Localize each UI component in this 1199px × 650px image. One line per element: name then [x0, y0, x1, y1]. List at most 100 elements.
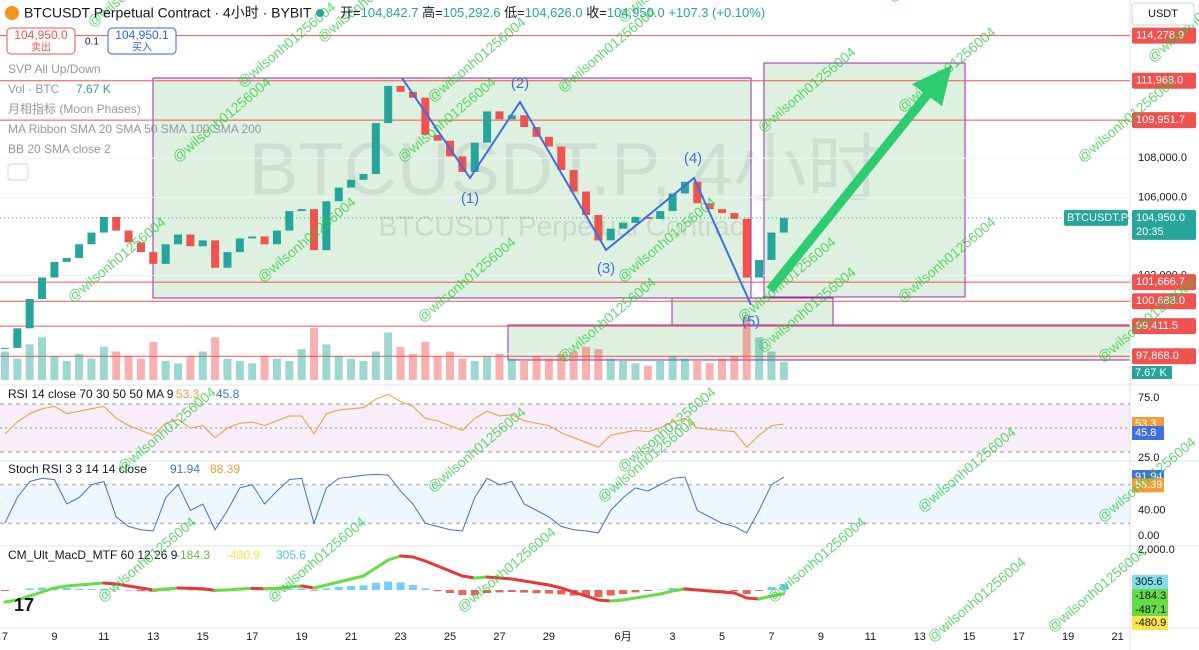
macd-segment [349, 574, 365, 581]
buy-label[interactable]: 买入 [132, 42, 152, 54]
level-label: 111,968.0 [1136, 75, 1183, 87]
macd-segment [65, 583, 81, 588]
macd-segment [584, 594, 600, 602]
indicator[interactable]: BB 20 SMA close 2 [8, 142, 111, 156]
macd-hist [433, 590, 442, 592]
macd-segment [127, 584, 143, 590]
level-badge [1132, 72, 1196, 89]
wave-line [401, 77, 752, 306]
candle [285, 211, 294, 231]
volume-bar [507, 358, 516, 380]
candle [347, 179, 356, 188]
volume-bar [235, 361, 244, 380]
indicator[interactable]: MA Ribbon SMA 20 SMA 50 SMA 100 SMA 200 [8, 122, 262, 136]
sell-price[interactable]: 104,950.0 [14, 28, 68, 42]
sell-button[interactable] [6, 27, 76, 55]
value-badge: 305.6 [1135, 576, 1163, 588]
volume-bar [767, 351, 776, 380]
macd-segment [448, 569, 464, 578]
candle [470, 142, 479, 172]
candle [75, 244, 84, 258]
candle [50, 261, 59, 278]
collapse-button[interactable] [7, 163, 29, 181]
value-badge-badge [1132, 478, 1164, 493]
range-box [152, 77, 752, 299]
wave-label: (2) [511, 75, 529, 92]
currency[interactable]: USDT [1148, 8, 1178, 20]
candle [755, 259, 764, 278]
last-badge [1132, 209, 1196, 240]
wave-label: (1) [461, 190, 479, 207]
macd-segment [460, 574, 477, 580]
volume-bar [705, 363, 714, 380]
legend-value: 88.39 [210, 462, 240, 476]
macd-segment [708, 589, 724, 594]
buy-button[interactable] [107, 27, 177, 55]
tv-logo: 17 [14, 595, 34, 615]
sep: = [599, 5, 607, 20]
macd-hist [507, 590, 516, 592]
macd-segment [225, 587, 242, 592]
sep: = [517, 5, 525, 20]
macd-segment [485, 575, 501, 580]
level-badge [1132, 274, 1196, 291]
candle [174, 234, 183, 245]
candle [557, 146, 566, 171]
macd-hist [779, 583, 788, 590]
macd-segment [535, 581, 551, 587]
x-tick-label: 27 [493, 631, 505, 643]
currency-button[interactable] [1131, 2, 1195, 26]
ohlc-key: 开 [340, 5, 353, 20]
value-badge: 45.8 [1135, 427, 1156, 439]
indicator[interactable]: Vol · BTC [8, 82, 60, 96]
x-tick-label: 25 [444, 631, 456, 643]
macd-segment [695, 588, 712, 593]
macd-hist [25, 588, 34, 590]
volume-bar [13, 358, 22, 380]
macd-segment [596, 598, 613, 603]
volume-bar [619, 361, 628, 380]
candle [0, 347, 9, 349]
volume-bar [359, 361, 368, 380]
indicator[interactable]: 月相指标 (Moon Phases) [8, 101, 141, 116]
macd-hist [532, 590, 541, 594]
sell-label[interactable]: 卖出 [31, 41, 51, 54]
macd-segment [114, 582, 131, 588]
band [0, 484, 1130, 524]
macd-hist [136, 590, 145, 592]
volume-bar [532, 356, 541, 380]
candle [693, 181, 702, 204]
buy-price[interactable]: 104,950.1 [115, 28, 169, 42]
volume-bar [656, 361, 665, 380]
volume-bar [285, 361, 294, 380]
macd-hist [767, 587, 776, 590]
macd-segment [609, 598, 625, 603]
macd-hist [322, 588, 331, 590]
candle [198, 240, 207, 247]
sep: = [435, 5, 443, 20]
level-label: 101,666.7 [1136, 276, 1185, 288]
macd-segment [312, 583, 328, 590]
macd-hist [334, 587, 343, 590]
volume-bar [223, 358, 232, 380]
volume-bar [680, 358, 689, 380]
volume-bar [483, 356, 492, 380]
x-tick-label: 11 [865, 631, 876, 643]
macd-hist [631, 590, 640, 593]
candle [507, 115, 516, 120]
macd-hist [0, 590, 9, 591]
candle [25, 299, 34, 329]
macd-segment [757, 594, 773, 601]
macd-segment [386, 554, 403, 562]
candle [705, 203, 714, 210]
indicator[interactable]: SVP All Up/Down [8, 62, 101, 76]
macd-segment [3, 598, 19, 604]
macd-segment [275, 585, 291, 590]
value-badge-bg [1132, 616, 1168, 630]
status-dot [316, 9, 324, 17]
x-tick-label: 6月 [615, 631, 632, 643]
candle [606, 228, 615, 241]
x-tick-label: 9 [818, 631, 824, 643]
volume-bar [272, 358, 281, 380]
macd-hist [643, 590, 652, 591]
